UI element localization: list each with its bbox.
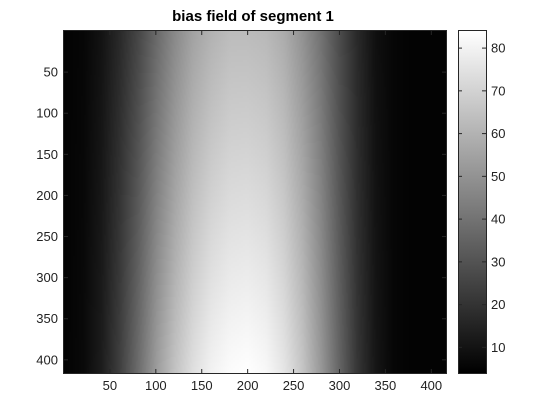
- heatmap-image: [64, 31, 446, 373]
- plot-frame: [63, 30, 447, 374]
- y-tick-label: 400: [36, 352, 58, 367]
- x-tick-label: 200: [237, 378, 259, 393]
- colorbar-axis: 10 20 30 40 50 60 70 80: [458, 41, 505, 355]
- y-axis: 50 100 150 200 250 300 350 400: [36, 65, 446, 367]
- x-tick-label: 350: [375, 378, 397, 393]
- colorbar-tick-label: 70: [491, 83, 505, 98]
- y-tick-label: 250: [36, 229, 58, 244]
- colorbar-frame: [458, 30, 487, 374]
- y-tick-label: 150: [36, 147, 58, 162]
- x-tick-label: 50: [103, 378, 117, 393]
- colorbar-tick-label: 50: [491, 169, 505, 184]
- y-tick-label: 200: [36, 188, 58, 203]
- x-tick-label: 400: [420, 378, 442, 393]
- x-tick-label: 250: [283, 378, 305, 393]
- colorbar: [458, 31, 486, 373]
- y-tick-label: 50: [44, 65, 58, 80]
- x-tick-label: 150: [191, 378, 213, 393]
- y-tick-label: 300: [36, 270, 58, 285]
- colorbar-tick-label: 10: [491, 340, 505, 355]
- colorbar-tick-label: 40: [491, 212, 505, 227]
- y-tick-label: 100: [36, 106, 58, 121]
- x-axis: 50 100 150 200 250 300 350 400: [103, 31, 442, 393]
- x-tick-label: 300: [329, 378, 351, 393]
- colorbar-tick-label: 30: [491, 254, 505, 269]
- colorbar-tick-label: 60: [491, 126, 505, 141]
- x-tick-label: 100: [145, 378, 167, 393]
- bias-field-heatmap: [64, 31, 446, 373]
- colorbar-tick-label: 20: [491, 297, 505, 312]
- colorbar-tick-label: 80: [491, 41, 505, 56]
- y-tick-label: 350: [36, 311, 58, 326]
- chart-title: bias field of segment 1: [172, 8, 334, 25]
